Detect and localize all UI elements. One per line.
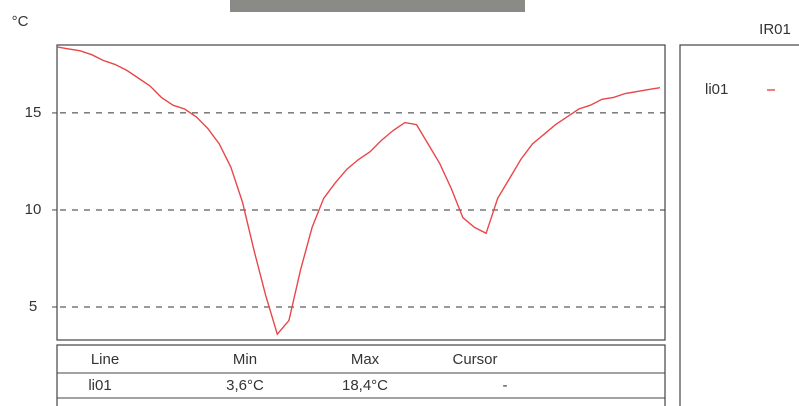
y-tick-label: 10 [25,201,42,218]
y-tick-label: 5 [29,298,37,315]
legend-frame [679,44,799,406]
data-line [56,46,661,336]
photo-strip [230,0,525,12]
table-cell: 18,4°C [342,377,388,394]
table-header: Max [351,351,380,368]
table-header: Cursor [452,351,497,368]
table-header: Min [233,351,257,368]
table-cell: 3,6°C [226,377,264,394]
table-cell: li01 [88,377,111,394]
stats-table [56,344,666,406]
y-tick-label: 15 [25,104,42,121]
chart-title: IR01 [759,21,791,38]
table-header: Line [91,351,119,368]
legend-label: li01 [705,81,728,98]
table-cell: - [503,377,508,394]
plot-frame [56,44,666,341]
y-axis-label: °C [12,13,29,30]
